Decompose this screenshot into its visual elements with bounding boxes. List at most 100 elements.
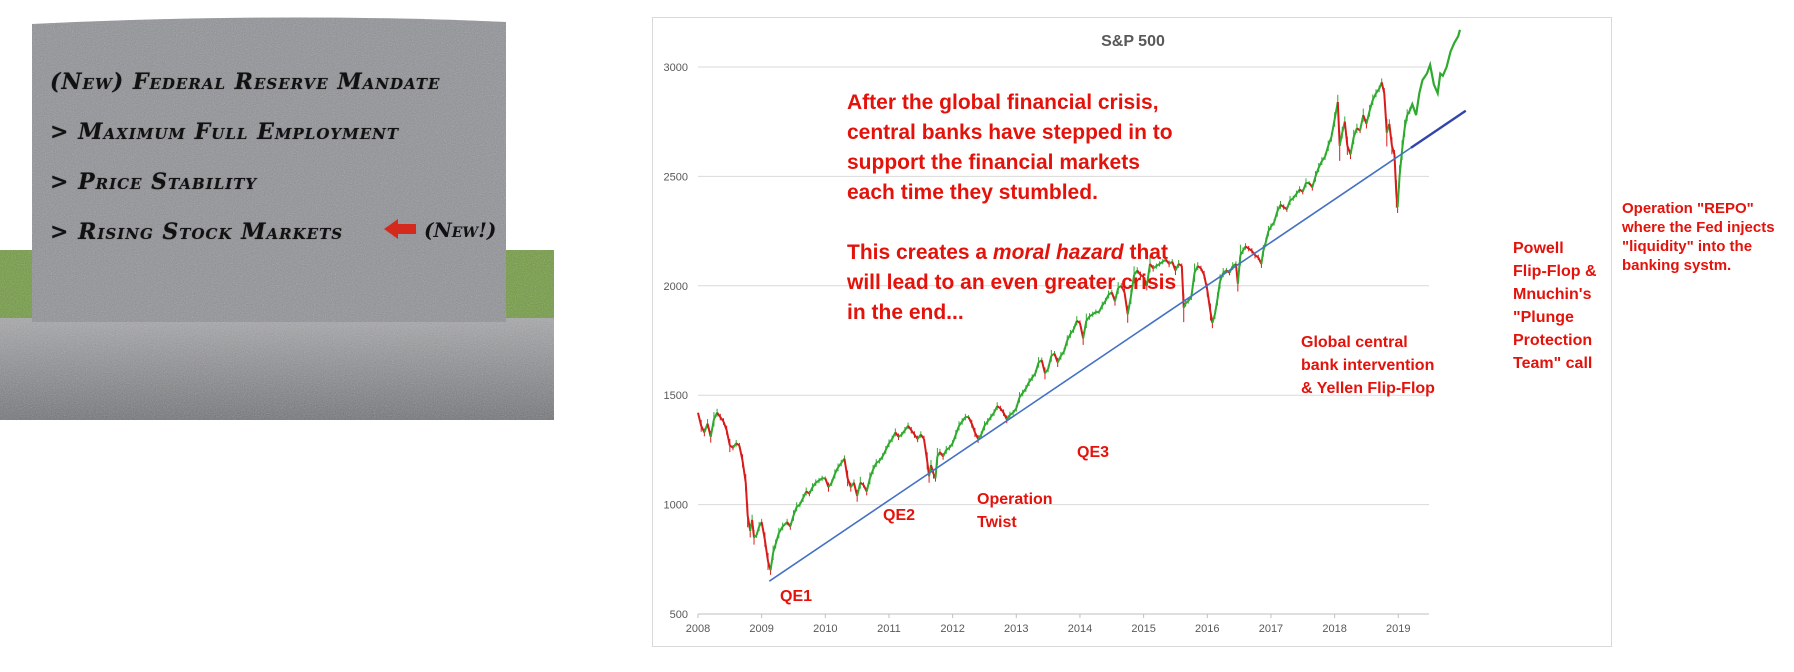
price-segment [1190,272,1196,297]
price-segment [808,486,814,495]
commentary-line: each time they stumbled. [847,181,1098,204]
price-segment [722,421,728,431]
price-segment [1327,136,1333,147]
x-tick-label: 2017 [1259,623,1283,635]
price-segment [954,425,960,435]
x-tick-label: 2016 [1195,623,1219,635]
price-segment [1018,392,1024,398]
price-segment [990,412,995,418]
price-segment [1101,300,1107,307]
price-segment [1126,296,1132,315]
x-tick-label: 2015 [1131,623,1155,635]
price-segment [1200,267,1206,276]
price-segment [852,482,859,497]
price-segment [1301,182,1307,193]
price-segment [865,478,871,492]
annotation-qe3: QE3 [1077,444,1110,461]
price-segment [1330,119,1336,138]
price-segment [1056,355,1062,363]
price-segment [738,445,744,462]
price-segment [1289,197,1294,202]
price-segment [1114,287,1120,302]
y-tick-label: 1500 [664,390,688,402]
price-segment [1349,136,1355,155]
price-segment [792,506,798,516]
price-segment [980,425,986,435]
x-tick-label: 2012 [940,623,964,635]
x-tick-label: 2014 [1068,623,1092,635]
price-segment [1044,368,1049,374]
price-segment [1197,265,1202,270]
annotation-operation-repo: Operation "REPO" where the Fed injects "… [1622,200,1775,274]
price-segment [1203,274,1209,291]
price-segment [856,482,862,497]
price-segment [951,434,957,444]
annotation-qe2: QE2 [883,507,916,524]
price-segment [983,420,989,427]
price-segment [961,416,967,423]
price-segment [859,481,865,486]
price-segment [1292,193,1298,199]
annotation-global-intervention: Global central bank intervention & Yelle… [1301,334,1435,397]
price-segment [1311,176,1317,188]
price-segment [824,478,830,488]
tombstone-title: (New) Federal Reserve Mandate [50,69,441,95]
price-segment [1149,263,1154,269]
x-tick-label: 2018 [1322,623,1346,635]
price-segment [1359,114,1365,131]
annotation-powell-flip-flop: Powell Flip-Flop & Mnuchin's "Plunge Pro… [1513,240,1597,372]
price-segment [741,460,747,483]
price-segment [732,442,738,449]
price-segment [1009,411,1014,416]
price-segment [891,431,897,440]
trend-line-extension [1410,109,1467,149]
price-segment [872,462,878,471]
price-segment [719,416,725,423]
price-segment [1187,296,1193,302]
price-segment [1254,254,1259,259]
price-segment [999,407,1005,414]
price-segment [1365,110,1371,125]
price-segment [1270,221,1275,228]
price-segment [1031,372,1037,379]
price-segment [1251,250,1256,256]
y-tick-label: 500 [670,609,688,621]
x-tick-label: 2010 [813,623,837,635]
price-segment [725,430,731,446]
price-segment [1375,88,1380,94]
tombstone-line-stock-markets: > Rising Stock Markets [50,219,344,245]
price-segment [945,446,951,451]
price-segment [1098,305,1104,313]
price-segment [1139,274,1145,278]
price-segment [1066,333,1072,341]
price-segment [811,482,817,488]
price-segment [802,491,808,499]
price-segment [1129,274,1136,297]
y-tick-label: 2500 [664,171,688,183]
price-segment [1352,127,1358,138]
price-segment [881,449,887,457]
price-segment [894,431,900,438]
x-tick-label: 2019 [1386,623,1410,635]
price-segment [1145,263,1151,286]
price-segment [1104,294,1110,302]
price-segment [907,425,913,431]
price-segment [977,433,983,440]
price-segment [716,412,722,418]
price-segment [1002,412,1008,420]
price-segment [1324,145,1330,157]
commentary-line: This creates a moral hazard that [847,241,1168,264]
price-segment [735,442,740,447]
price-segment [774,532,780,545]
price-segment [1222,269,1227,274]
price-segment [1136,269,1142,276]
price-segment [986,416,992,423]
x-tick-label: 2013 [1004,623,1028,635]
price-segment [1015,397,1021,409]
price-segment [970,423,976,433]
y-tick-label: 1000 [664,500,688,512]
annotation-operation-twist: Operation Twist [977,491,1053,531]
price-segment [777,525,784,534]
price-segment [948,442,954,449]
price-segment [1285,200,1291,210]
